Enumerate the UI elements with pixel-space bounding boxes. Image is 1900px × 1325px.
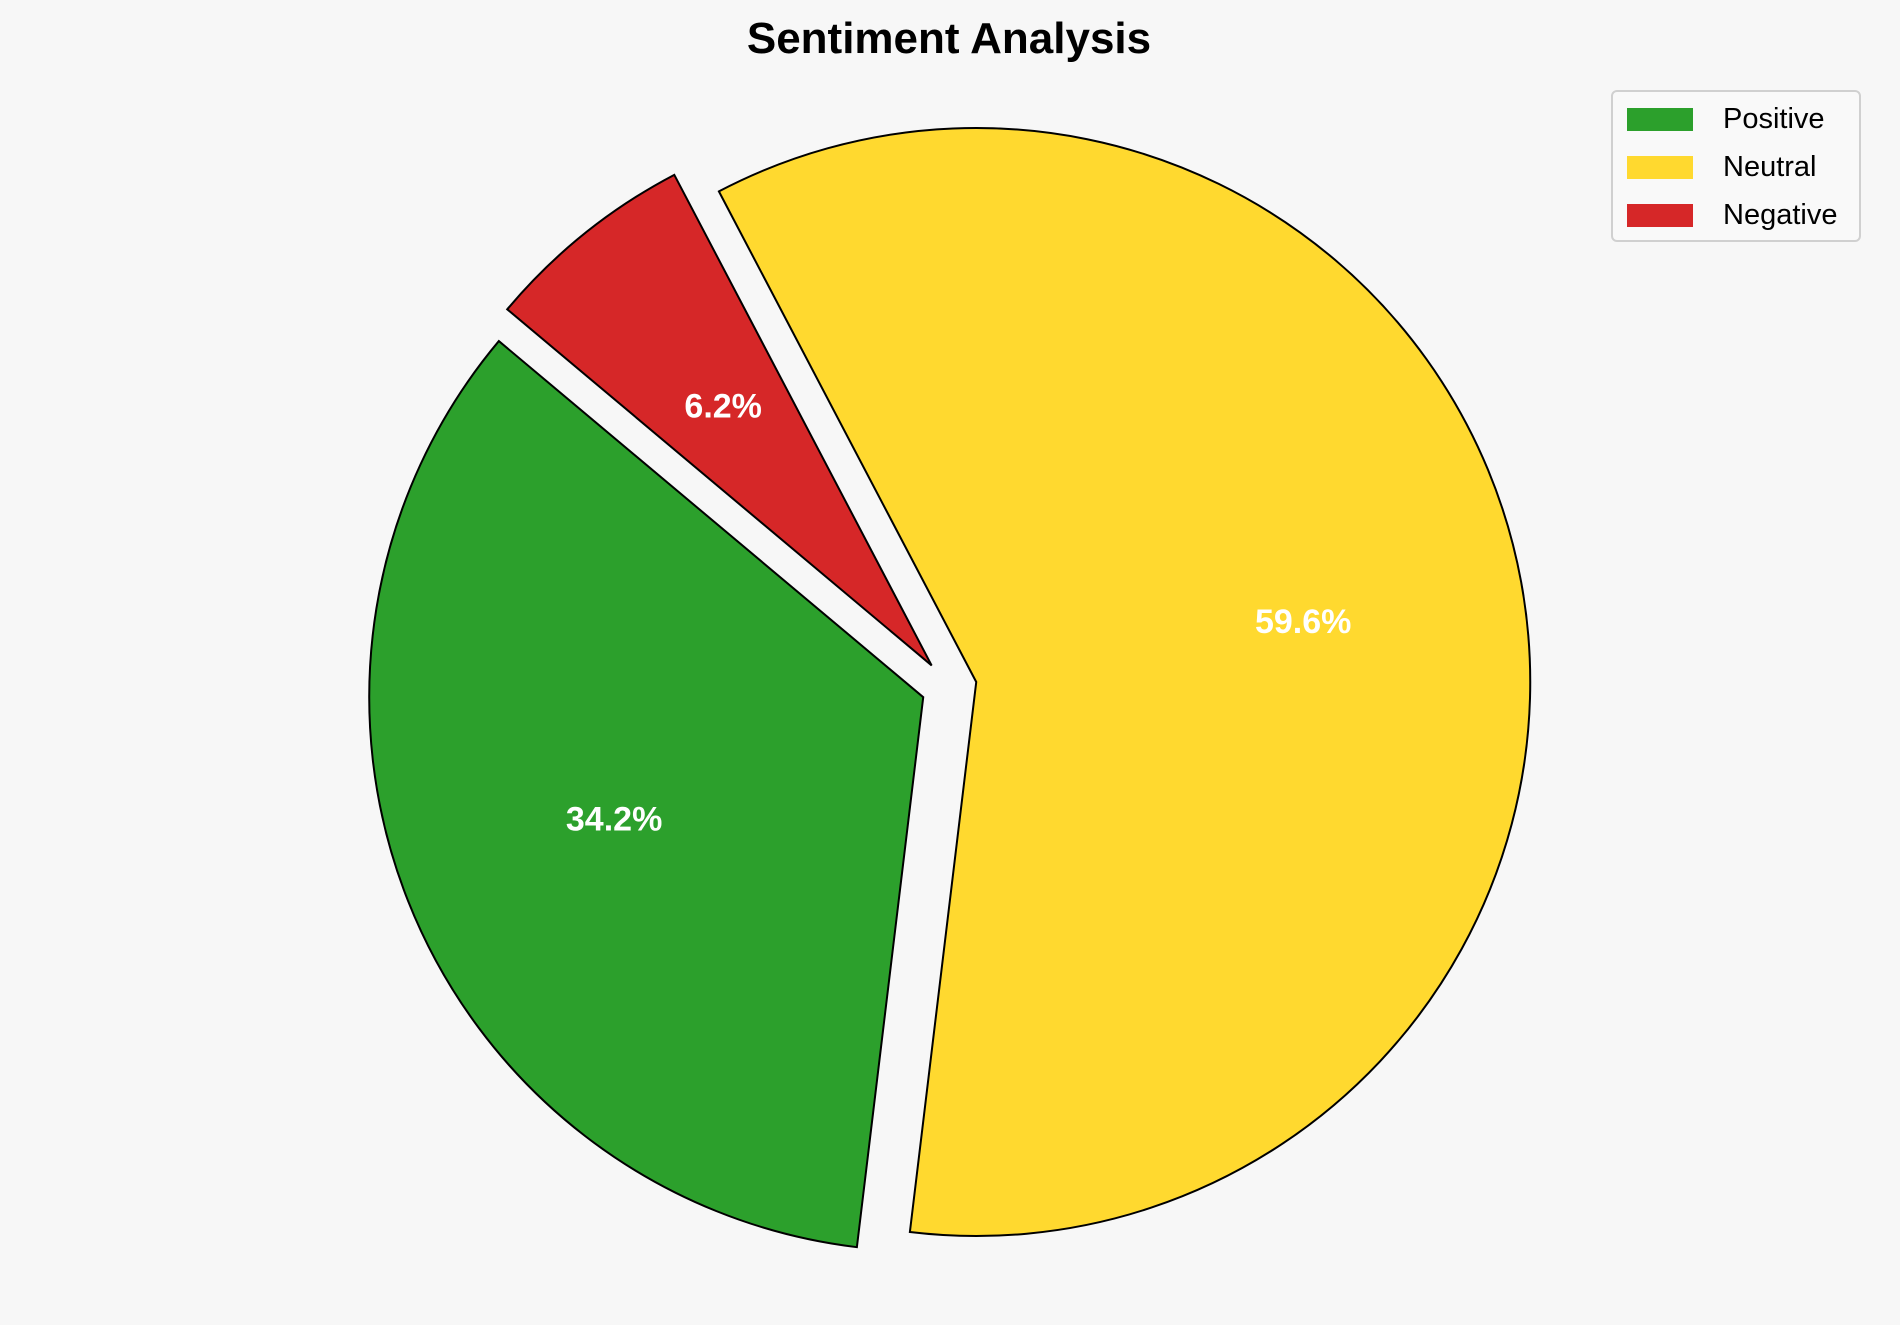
legend-swatch-positive xyxy=(1627,107,1693,131)
chart-title: Sentiment Analysis xyxy=(746,14,1152,63)
pie-slice-negative xyxy=(505,173,933,667)
pie-label-positive: 34.2% xyxy=(566,800,662,838)
legend-item-negative: Negative xyxy=(1627,198,1838,231)
pie-slice-positive xyxy=(368,339,925,1249)
pie-label-neutral: 59.6% xyxy=(1255,603,1351,641)
legend-swatch-neutral xyxy=(1627,155,1693,179)
pie-label-negative: 6.2% xyxy=(684,388,762,426)
legend-label: Negative xyxy=(1723,198,1838,231)
legend-item-positive: Positive xyxy=(1627,102,1825,135)
legend: Positive Neutral Negative xyxy=(1611,90,1861,242)
legend-label: Neutral xyxy=(1723,150,1817,183)
legend-swatch-negative xyxy=(1627,203,1693,227)
pie-slice-neutral xyxy=(717,127,1532,1237)
legend-label: Positive xyxy=(1723,102,1825,135)
legend-item-neutral: Neutral xyxy=(1627,150,1817,183)
